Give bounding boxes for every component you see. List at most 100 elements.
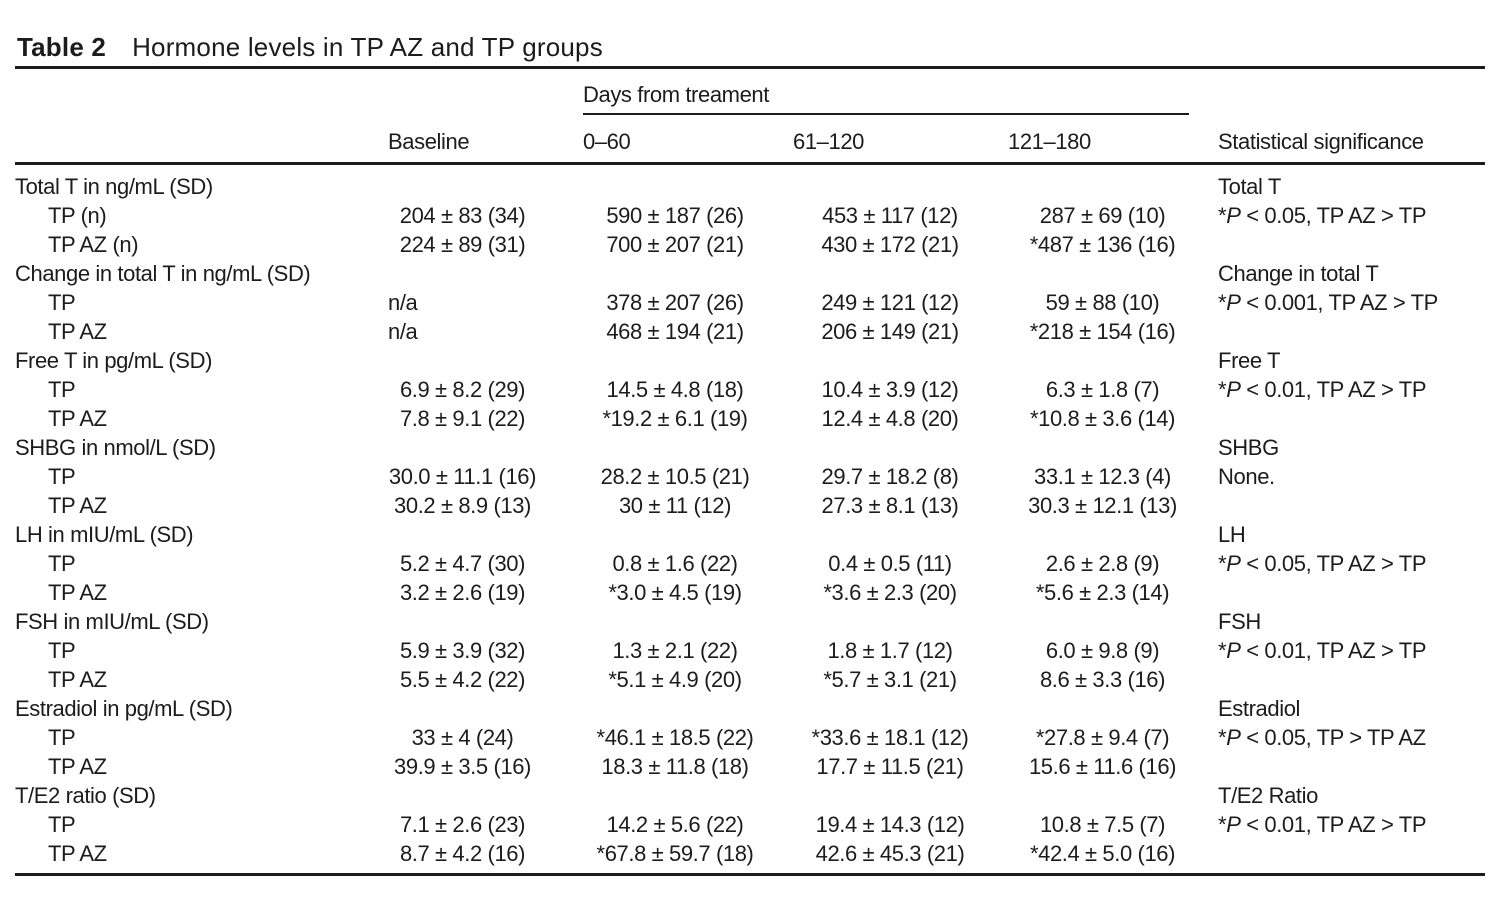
table-row: TP 30.0 ± 11.1 (16) 28.2 ± 10.5 (21) 29.…: [15, 462, 1485, 491]
sig-line: *P < 0.05, TP AZ > TP: [1218, 551, 1427, 576]
cell-days-61-120: 430 ± 172 (21): [821, 232, 959, 257]
section-label: Change in total T in ng/mL (SD): [15, 261, 311, 286]
cell-days-121-180: 6.3 ± 1.8 (7): [1045, 377, 1160, 402]
sig-line: *P < 0.01, TP AZ > TP: [1218, 377, 1427, 402]
cell-days-0-60: 590 ± 187 (26): [606, 203, 744, 228]
row-label: TP AZ: [48, 406, 107, 431]
cell-baseline: 7.8 ± 9.1 (22): [399, 406, 526, 431]
cell-baseline: 39.9 ± 3.5 (16): [394, 754, 531, 779]
table-number: Table 2: [17, 32, 107, 62]
table-title: Hormone levels in TP AZ and TP groups: [132, 32, 603, 62]
table-caption: Table 2 Hormone levels in TP AZ and TP gr…: [17, 32, 603, 63]
sig-label: T/E2 Ratio: [1218, 783, 1318, 808]
column-header-row: Baseline 0–60 61–120 121–180 Statistical…: [15, 114, 1486, 165]
cell-baseline: 5.9 ± 3.9 (32): [399, 638, 526, 663]
col-header-baseline: Baseline: [365, 114, 560, 165]
section-header-row: Total T in ng/mL (SD) Total T: [15, 164, 1485, 202]
cell-days-121-180: *487 ± 136 (16): [1029, 232, 1176, 257]
row-label: TP AZ (n): [48, 232, 139, 257]
table-row: TP AZ 30.2 ± 8.9 (13) 30 ± 11 (12) 27.3 …: [15, 491, 1485, 520]
sig-line: *P < 0.001, TP AZ > TP: [1218, 290, 1438, 315]
table-row: TP 5.2 ± 4.7 (30) 0.8 ± 1.6 (22) 0.4 ± 0…: [15, 549, 1485, 578]
row-label: TP AZ: [48, 493, 107, 518]
row-label: TP (n): [48, 203, 107, 228]
table-row: TP AZ 8.7 ± 4.2 (16) *67.8 ± 59.7 (18) 4…: [15, 839, 1485, 875]
section-header-row: FSH in mIU/mL (SD) FSH: [15, 607, 1485, 636]
cell-days-61-120: 42.6 ± 45.3 (21): [815, 841, 965, 866]
cell-days-61-120: 249 ± 121 (12): [821, 290, 959, 315]
row-label: TP: [48, 377, 76, 402]
sig-line: None.: [1218, 464, 1275, 489]
cell-days-121-180: *5.6 ± 2.3 (14): [1035, 580, 1170, 605]
section-label: LH in mIU/mL (SD): [15, 522, 194, 547]
cell-days-61-120: 1.8 ± 1.7 (12): [827, 638, 953, 663]
row-label: TP AZ: [48, 754, 107, 779]
sig-label: Total T: [1218, 174, 1281, 199]
section-label: T/E2 ratio (SD): [15, 783, 156, 808]
cell-baseline: 5.2 ± 4.7 (30): [399, 551, 526, 576]
cell-days-121-180: 33.1 ± 12.3 (4): [1034, 464, 1171, 489]
section-label: Free T in pg/mL (SD): [15, 348, 212, 373]
cell-days-121-180: 59 ± 88 (10): [1045, 290, 1160, 315]
cell-days-0-60: *46.1 ± 18.5 (22): [596, 725, 754, 750]
row-label: TP: [48, 290, 76, 315]
cell-days-61-120: 12.4 ± 4.8 (20): [821, 406, 959, 431]
sig-label: Change in total T: [1218, 261, 1379, 286]
cell-days-0-60: 30 ± 11 (12): [618, 493, 732, 518]
cell-baseline: 33 ± 4 (24): [411, 725, 514, 750]
empty-header-cell: [1215, 68, 1485, 115]
cell-days-61-120: 17.7 ± 11.5 (21): [816, 754, 964, 779]
section-header-row: SHBG in nmol/L (SD) SHBG: [15, 433, 1485, 462]
cell-days-0-60: 378 ± 207 (26): [606, 290, 744, 315]
cell-baseline: 7.1 ± 2.6 (23): [399, 812, 526, 837]
cell-baseline: 8.7 ± 4.2 (16): [399, 841, 526, 866]
row-label: TP: [48, 725, 76, 750]
sig-line: *P < 0.01, TP AZ > TP: [1218, 638, 1427, 663]
days-from-treatment-header: Days from treament: [583, 82, 1190, 115]
row-label: TP AZ: [48, 580, 107, 605]
row-label: TP: [48, 812, 76, 837]
table-row: TP n/a 378 ± 207 (26) 249 ± 121 (12) 59 …: [15, 288, 1485, 317]
table-row: TP 7.1 ± 2.6 (23) 14.2 ± 5.6 (22) 19.4 ±…: [15, 810, 1485, 839]
cell-days-121-180: *42.4 ± 5.0 (16): [1029, 841, 1176, 866]
col-header-statistical-significance: Statistical significance: [1215, 114, 1486, 165]
row-label: TP AZ: [48, 319, 107, 344]
section-header-row: LH in mIU/mL (SD) LH: [15, 520, 1485, 549]
cell-days-0-60: 468 ± 194 (21): [606, 319, 744, 344]
col-header-days-121-180: 121–180: [990, 114, 1216, 165]
cell-days-0-60: *5.1 ± 4.9 (20): [608, 667, 742, 692]
sig-label: Free T: [1218, 348, 1281, 373]
sig-line: *P < 0.05, TP > TP AZ: [1218, 725, 1426, 750]
row-label: TP AZ: [48, 667, 107, 692]
cell-baseline: 204 ± 83 (34): [399, 203, 526, 228]
col-header-days-61-120: 61–120: [790, 114, 990, 165]
hormone-levels-table: Days from treament Baseline 0–60 61–120 …: [15, 66, 1486, 876]
cell-days-0-60: 0.8 ± 1.6 (22): [612, 551, 738, 576]
section-header-row: T/E2 ratio (SD) T/E2 Ratio: [15, 781, 1485, 810]
row-label: TP: [48, 464, 76, 489]
table-row: TP 33 ± 4 (24) *46.1 ± 18.5 (22) *33.6 ±…: [15, 723, 1485, 752]
sig-label: Estradiol: [1218, 696, 1301, 721]
cell-days-121-180: 2.6 ± 2.8 (9): [1045, 551, 1160, 576]
sig-line: *P < 0.05, TP AZ > TP: [1218, 203, 1427, 228]
cell-days-61-120: 19.4 ± 14.3 (12): [815, 812, 965, 837]
days-span-header-cell: Days from treament: [560, 68, 1215, 115]
cell-days-0-60: *67.8 ± 59.7 (18): [596, 841, 754, 866]
table-row: TP 6.9 ± 8.2 (29) 14.5 ± 4.8 (18) 10.4 ±…: [15, 375, 1485, 404]
table-row: TP AZ 7.8 ± 9.1 (22) *19.2 ± 6.1 (19) 12…: [15, 404, 1485, 433]
section-label: SHBG in nmol/L (SD): [15, 435, 216, 460]
table-row: TP AZ 39.9 ± 3.5 (16) 18.3 ± 11.8 (18) 1…: [15, 752, 1485, 781]
sig-label: FSH: [1218, 609, 1261, 634]
section-header-row: Change in total T in ng/mL (SD) Change i…: [15, 259, 1485, 288]
row-label: TP: [48, 638, 76, 663]
cell-baseline: 5.5 ± 4.2 (22): [399, 667, 526, 692]
table-header: Days from treament Baseline 0–60 61–120 …: [15, 68, 1486, 165]
empty-header-cell: [365, 68, 560, 115]
cell-days-121-180: *218 ± 154 (16): [1029, 319, 1176, 344]
cell-days-0-60: 1.3 ± 2.1 (22): [612, 638, 738, 663]
cell-days-0-60: 18.3 ± 11.8 (18): [601, 754, 749, 779]
empty-header-cell: [15, 114, 365, 165]
cell-baseline: n/a: [388, 319, 418, 344]
cell-days-121-180: 6.0 ± 9.8 (9): [1045, 638, 1160, 663]
